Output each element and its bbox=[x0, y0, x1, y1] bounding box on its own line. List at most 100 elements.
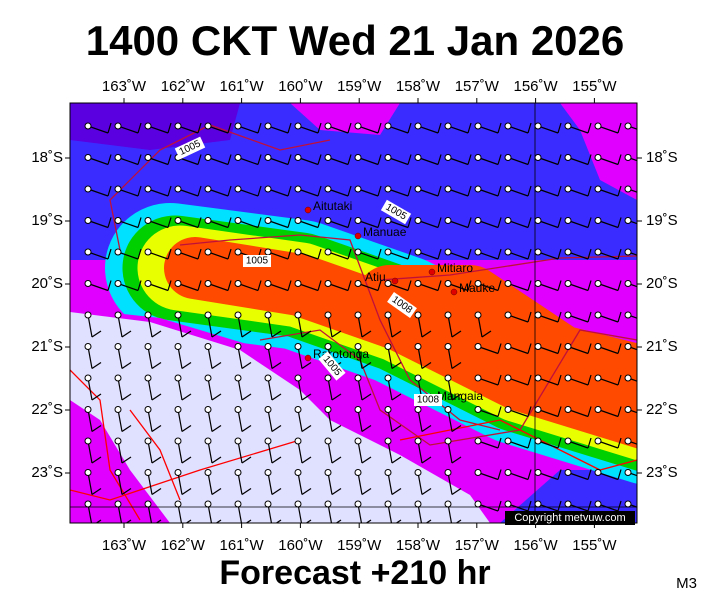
barb-staff bbox=[117, 346, 123, 369]
barb-station bbox=[474, 469, 482, 476]
barb-station bbox=[84, 469, 92, 476]
barb-station bbox=[174, 343, 182, 350]
barb-station bbox=[204, 311, 212, 319]
barb-staff bbox=[207, 156, 229, 166]
barb-flag bbox=[497, 437, 502, 449]
barb-staff bbox=[537, 251, 559, 260]
latitude-label: 20˚S bbox=[31, 275, 63, 292]
wind-barb bbox=[204, 122, 232, 134]
barb-staff bbox=[477, 314, 483, 338]
barb-flag bbox=[331, 393, 342, 401]
barb-flag bbox=[391, 425, 402, 432]
barb-flag bbox=[557, 280, 562, 291]
barb-station bbox=[294, 311, 302, 319]
barb-staff bbox=[177, 409, 183, 432]
barb-flag bbox=[185, 519, 192, 523]
barb-staff bbox=[267, 346, 273, 369]
barb-flag bbox=[421, 456, 432, 464]
barb-staff bbox=[87, 472, 93, 495]
barb-station bbox=[354, 311, 362, 319]
wind-barb bbox=[384, 280, 412, 292]
barb-station bbox=[384, 122, 392, 130]
barb-flag bbox=[167, 280, 172, 291]
barb-station bbox=[504, 185, 512, 193]
barb-flag bbox=[437, 248, 442, 260]
barb-station bbox=[204, 122, 212, 130]
barb-station bbox=[294, 437, 302, 445]
barb-station bbox=[144, 343, 152, 350]
barb-flag bbox=[151, 362, 162, 369]
wind-barb bbox=[474, 154, 502, 166]
wind-barb bbox=[624, 343, 637, 351]
wind-barb bbox=[624, 374, 637, 382]
wind-barb bbox=[84, 469, 102, 495]
barb-staff bbox=[387, 440, 393, 464]
barb-station bbox=[84, 437, 92, 445]
isobar-label-text: 1005 bbox=[246, 256, 269, 267]
boundary-line bbox=[70, 439, 301, 501]
barb-flag bbox=[451, 393, 462, 401]
barb-flag bbox=[617, 185, 622, 197]
wind-barb bbox=[444, 280, 472, 292]
latitude-label: 20˚S bbox=[646, 275, 678, 292]
barb-station bbox=[264, 437, 272, 445]
wind-barb bbox=[504, 280, 532, 292]
barb-staff bbox=[597, 219, 619, 229]
barb-staff bbox=[597, 345, 619, 355]
barb-staff bbox=[567, 440, 589, 449]
barb-staff bbox=[447, 472, 453, 495]
barb-flag bbox=[648, 501, 651, 511]
map-frame bbox=[69, 102, 638, 524]
barb-staff bbox=[597, 251, 619, 260]
barb-station bbox=[534, 280, 542, 287]
barb-staff bbox=[567, 251, 589, 260]
wind-barb bbox=[144, 500, 162, 523]
barb-flag bbox=[451, 362, 462, 369]
barb-flag bbox=[587, 437, 592, 449]
wind-barb bbox=[504, 374, 532, 386]
barb-flag bbox=[557, 406, 562, 417]
longitude-label: 163˚W bbox=[102, 537, 147, 554]
wind-barb bbox=[354, 406, 372, 432]
barb-station bbox=[264, 280, 272, 287]
place-dot bbox=[450, 288, 458, 296]
wind-barb bbox=[354, 280, 382, 292]
barb-station bbox=[354, 374, 362, 382]
barb-staff bbox=[417, 188, 439, 197]
barb-station bbox=[534, 122, 542, 130]
barb-station bbox=[264, 122, 272, 130]
barb-station bbox=[384, 374, 392, 382]
wind-barb bbox=[144, 185, 172, 197]
place-name: Mauke bbox=[459, 281, 495, 295]
wind-barb bbox=[534, 280, 562, 292]
wind-barb bbox=[324, 154, 352, 166]
barb-flag bbox=[197, 248, 202, 260]
barb-staff bbox=[417, 346, 423, 369]
barb-flag bbox=[407, 280, 412, 291]
barb-staff bbox=[357, 282, 379, 292]
barb-staff bbox=[507, 377, 529, 386]
wind-barb bbox=[294, 122, 322, 134]
barb-station bbox=[414, 469, 422, 476]
barb-flag bbox=[587, 343, 592, 354]
barb-staff bbox=[357, 188, 379, 197]
barb-staff bbox=[627, 471, 637, 477]
barb-flag bbox=[197, 185, 202, 197]
barb-staff bbox=[537, 282, 559, 292]
wind-barb bbox=[114, 185, 142, 197]
wind-barb bbox=[264, 374, 282, 401]
barb-staff bbox=[147, 409, 153, 432]
barb-flag bbox=[271, 362, 282, 369]
barb-station bbox=[144, 374, 152, 382]
wind-barb bbox=[204, 185, 232, 197]
barb-staff bbox=[567, 503, 589, 512]
barb-flag bbox=[241, 425, 252, 432]
wind-barb bbox=[444, 374, 462, 401]
barb-flag bbox=[155, 519, 162, 523]
barb-flag bbox=[407, 154, 412, 165]
barb-flag bbox=[181, 488, 192, 495]
barb-staff bbox=[567, 471, 589, 481]
barb-flag bbox=[91, 425, 102, 432]
barb-flag bbox=[451, 456, 462, 464]
barb-staff bbox=[507, 440, 529, 449]
